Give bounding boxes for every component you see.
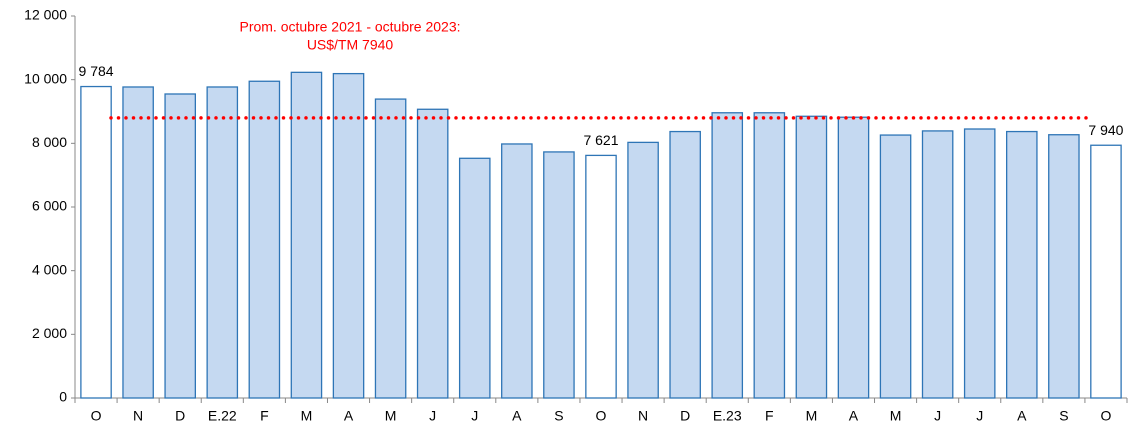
bar <box>501 143 533 399</box>
bar <box>879 134 912 399</box>
y-tick-label: 6 000 <box>32 198 67 214</box>
x-tick-label: M <box>890 408 902 424</box>
bar <box>164 93 196 399</box>
bar <box>1090 144 1122 399</box>
y-tick-label: 10 000 <box>24 70 67 86</box>
x-tick-label: A <box>1017 408 1027 424</box>
annotation: Prom. octubre 2021 - octubre 2023: <box>239 19 460 35</box>
bar <box>80 85 112 399</box>
x-tick-label: S <box>554 408 563 424</box>
y-tick-label: 4 000 <box>32 261 67 277</box>
value-label: 7 940 <box>1088 122 1123 138</box>
bar <box>627 141 659 399</box>
bar <box>1048 134 1080 399</box>
bar <box>585 154 617 399</box>
y-tick-label: 12 000 <box>24 7 67 23</box>
bar <box>837 116 870 399</box>
x-tick-label: E.22 <box>208 408 237 424</box>
x-tick-label: N <box>133 408 143 424</box>
bar <box>753 112 786 399</box>
x-tick-label: E.23 <box>713 408 742 424</box>
x-tick-label: J <box>934 408 941 424</box>
bar <box>963 128 996 399</box>
x-tick-label: A <box>344 408 354 424</box>
x-tick-label: D <box>680 408 690 424</box>
x-tick-label: M <box>301 408 313 424</box>
x-tick-label: A <box>849 408 859 424</box>
value-label: 9 784 <box>79 63 114 79</box>
x-tick-label: A <box>512 408 522 424</box>
bar <box>206 86 239 399</box>
x-tick-label: M <box>806 408 818 424</box>
x-tick-label: F <box>260 408 269 424</box>
bar <box>332 72 365 399</box>
y-tick-label: 8 000 <box>32 134 67 150</box>
x-tick-label: D <box>175 408 185 424</box>
bar <box>543 151 575 399</box>
bar <box>711 112 744 399</box>
bar <box>458 157 491 399</box>
y-tick-label: 0 <box>59 389 67 405</box>
x-tick-label: N <box>638 408 648 424</box>
value-label: 7 621 <box>583 132 618 148</box>
bar <box>248 80 281 399</box>
x-tick-label: S <box>1059 408 1068 424</box>
annotation: US$/TM 7940 <box>307 37 394 53</box>
bar <box>374 98 407 399</box>
bar <box>416 108 449 399</box>
x-tick-label: O <box>1101 408 1112 424</box>
x-tick-label: F <box>765 408 774 424</box>
x-tick-label: J <box>976 408 983 424</box>
x-tick-label: J <box>429 408 436 424</box>
bar <box>1006 130 1038 399</box>
x-tick-label: J <box>471 408 478 424</box>
x-tick-label: O <box>91 408 102 424</box>
x-tick-label: M <box>385 408 397 424</box>
bar <box>795 115 828 399</box>
bar <box>669 130 701 399</box>
y-tick-label: 2 000 <box>32 325 67 341</box>
bar <box>290 71 323 399</box>
x-tick-label: O <box>596 408 607 424</box>
bar <box>921 130 954 399</box>
bar <box>122 86 154 399</box>
